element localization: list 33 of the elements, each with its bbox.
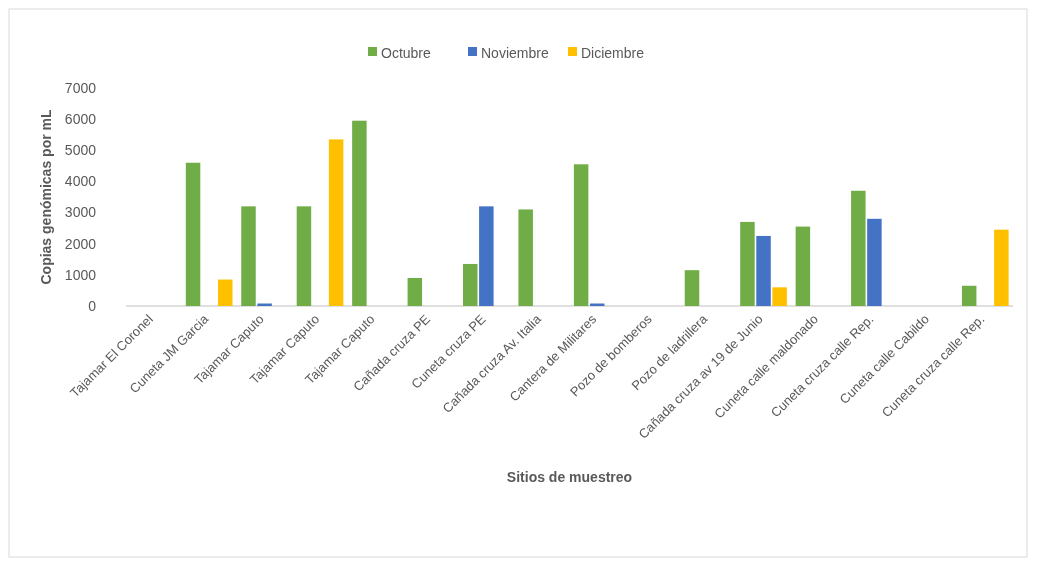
bar [479, 206, 494, 306]
y-tick-label: 0 [88, 297, 97, 314]
y-tick-label: 2000 [64, 235, 97, 252]
bar [218, 279, 233, 306]
bar [185, 162, 201, 306]
bar [772, 287, 787, 306]
bar [994, 229, 1009, 306]
bar [407, 277, 423, 306]
y-tick-label: 7000 [64, 79, 97, 96]
y-tick-label: 5000 [64, 142, 97, 159]
legend-label: Diciembre [581, 44, 645, 61]
bar [961, 285, 977, 306]
x-axis-title: Sitios de muestreo [506, 469, 633, 486]
y-tick-label: 1000 [64, 266, 97, 283]
legend-label: Noviembre [481, 44, 549, 61]
bar [463, 263, 478, 306]
bar [352, 120, 367, 306]
bar [740, 221, 755, 306]
bar [867, 218, 882, 306]
bar [296, 206, 312, 306]
bar [851, 190, 866, 306]
bar [573, 164, 589, 306]
bar [241, 206, 256, 306]
bar [795, 226, 811, 306]
bar [328, 139, 344, 306]
bar [756, 235, 771, 306]
y-tick-label: 3000 [64, 204, 97, 221]
legend-label: Octubre [381, 44, 432, 61]
y-tick-label: 4000 [64, 173, 97, 190]
y-axis-title: Copias genómicas por mL [38, 109, 54, 285]
bar [684, 270, 700, 306]
bar [518, 209, 533, 306]
y-tick-label: 6000 [64, 111, 97, 128]
